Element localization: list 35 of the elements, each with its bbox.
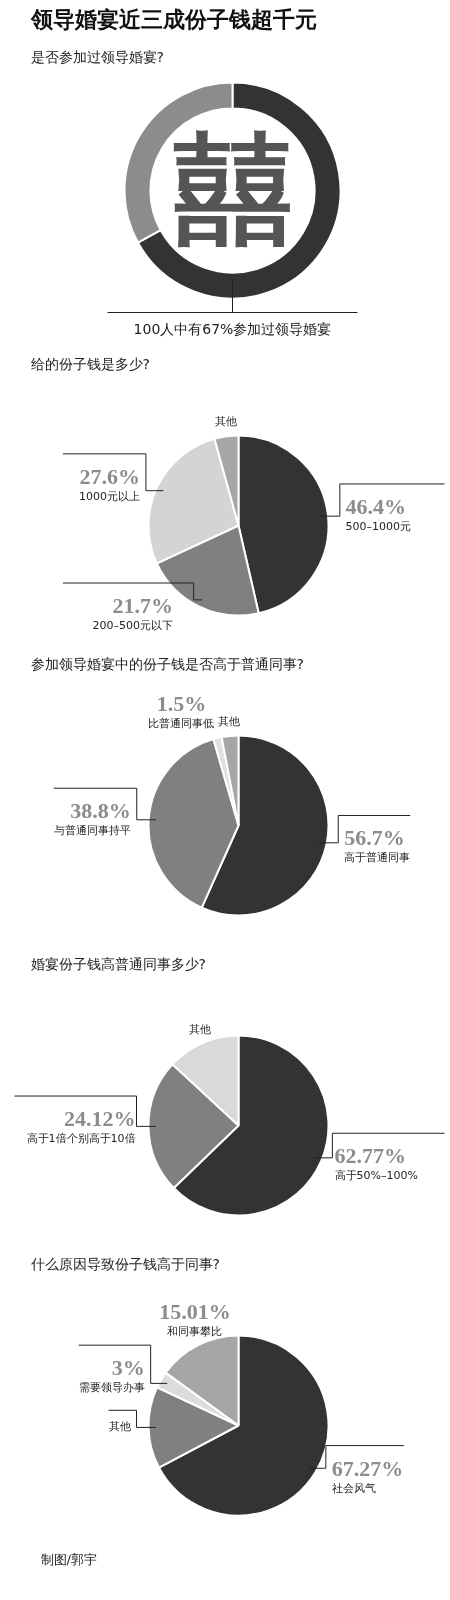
- data-label: 56.7%: [344, 825, 405, 851]
- slice-label: 比普通同事低: [148, 717, 215, 731]
- data-label: 62.77%: [334, 1143, 406, 1169]
- slice-label: 其他: [189, 1022, 212, 1036]
- chart-subtitle: 是否参加过领导婚宴?: [30, 48, 164, 65]
- data-label: 24.12%: [64, 1106, 136, 1132]
- chart-title: 婚宴份子钱高普通同事多少?: [30, 955, 206, 972]
- data-label: 38.8%: [70, 798, 131, 824]
- slice-label: 200–500元以下: [92, 619, 173, 633]
- data-label: 3%: [111, 1355, 145, 1381]
- slice-label: 其他: [218, 714, 241, 728]
- text: 100人中有67%参加过领导婚宴: [133, 320, 332, 337]
- slice-label: 社会风气: [331, 1481, 376, 1495]
- slice-label: 500–1000元: [345, 519, 411, 533]
- data-label: 21.7%: [112, 593, 173, 619]
- slice-label: 和同事攀比: [167, 1324, 223, 1338]
- data-label: 15.01%: [159, 1298, 231, 1324]
- data-label: 46.4%: [345, 493, 406, 519]
- slice-label: 其他: [108, 1420, 131, 1434]
- text: 制图/郭宇: [40, 1551, 97, 1567]
- text: 囍: [172, 124, 293, 257]
- data-label: 1.5%: [156, 691, 207, 717]
- slice-label: 其他: [214, 415, 237, 429]
- slice-label: 高于50%–100%: [334, 1169, 418, 1183]
- chart-title: 给的份子钱是多少?: [30, 355, 150, 372]
- data-label: 67.27%: [331, 1455, 404, 1481]
- slice-label: 高于1倍个别高于10倍: [26, 1132, 136, 1146]
- chart-title: 什么原因导致份子钱高于同事?: [29, 1255, 220, 1272]
- chart-title: 参加领导婚宴中的份子钱是否高于普通同事?: [30, 655, 304, 672]
- chart-title: 领导婚宴近三成份子钱超千元: [29, 6, 317, 32]
- slice-label: 高于普通同事: [344, 851, 411, 865]
- data-label: 27.6%: [79, 463, 140, 489]
- slice-label: 与普通同事持平: [53, 824, 131, 838]
- slice-label: 需要领导办事: [78, 1381, 145, 1395]
- slice-label: 1000元以上: [78, 489, 140, 503]
